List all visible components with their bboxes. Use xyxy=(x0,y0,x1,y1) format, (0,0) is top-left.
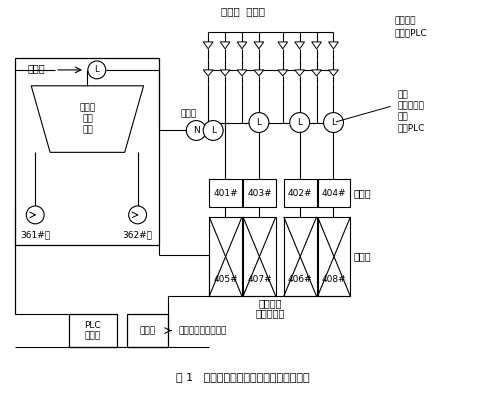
Polygon shape xyxy=(278,70,288,76)
Polygon shape xyxy=(329,42,338,49)
Circle shape xyxy=(249,113,269,132)
Text: 线路: 线路 xyxy=(397,113,408,122)
Polygon shape xyxy=(204,42,213,49)
Text: 去往计量泵: 去往计量泵 xyxy=(255,308,284,318)
Polygon shape xyxy=(329,70,338,76)
Text: 404#: 404# xyxy=(322,188,346,198)
Text: 浮选机: 浮选机 xyxy=(354,252,371,262)
Bar xyxy=(318,217,350,296)
Bar xyxy=(15,58,159,245)
Text: 一次浮
选矿
浆池: 一次浮 选矿 浆池 xyxy=(79,104,95,135)
Text: 准备器: 准备器 xyxy=(354,188,371,198)
Text: 362#泵: 362#泵 xyxy=(123,231,152,240)
Bar xyxy=(243,217,276,296)
Bar xyxy=(69,314,117,347)
Text: 403#: 403# xyxy=(247,188,272,198)
Bar xyxy=(284,217,317,296)
Text: 控制线路: 控制线路 xyxy=(394,16,415,25)
Polygon shape xyxy=(237,42,247,49)
Polygon shape xyxy=(312,42,321,49)
Text: 流量剂二次: 流量剂二次 xyxy=(397,102,424,111)
Text: 图 1   新庄孜选煤厂浮选自动加药系统示意: 图 1 新庄孜选煤厂浮选自动加药系统示意 xyxy=(176,372,310,382)
Text: 406#: 406# xyxy=(288,276,313,284)
Text: 触摸屏: 触摸屏 xyxy=(139,326,156,335)
Bar xyxy=(284,179,317,207)
Text: 循环水: 循环水 xyxy=(27,63,45,73)
Circle shape xyxy=(323,113,343,132)
Text: L: L xyxy=(257,118,262,127)
Text: 来自流量计二次线路: 来自流量计二次线路 xyxy=(178,326,227,335)
Text: 浓度计: 浓度计 xyxy=(180,110,196,118)
Polygon shape xyxy=(220,42,230,49)
Polygon shape xyxy=(31,86,144,152)
Bar xyxy=(318,179,350,207)
Polygon shape xyxy=(237,70,247,76)
Text: 均来自PLC: 均来自PLC xyxy=(394,28,427,37)
Polygon shape xyxy=(312,70,321,76)
Bar xyxy=(209,217,242,296)
Polygon shape xyxy=(295,70,305,76)
Text: N: N xyxy=(193,126,200,135)
Text: 361#泵: 361#泵 xyxy=(20,231,50,240)
Circle shape xyxy=(88,61,106,79)
Text: 405#: 405# xyxy=(213,276,238,284)
Bar xyxy=(209,179,242,207)
Circle shape xyxy=(203,120,223,140)
Polygon shape xyxy=(254,42,264,49)
Polygon shape xyxy=(254,70,264,76)
Text: 401#: 401# xyxy=(213,188,238,198)
Polygon shape xyxy=(295,42,304,49)
Text: 矿浆: 矿浆 xyxy=(397,91,408,100)
Text: 起泡剂  捕收剂: 起泡剂 捕收剂 xyxy=(221,6,265,16)
Circle shape xyxy=(187,120,206,140)
Text: L: L xyxy=(331,118,336,127)
Circle shape xyxy=(290,113,310,132)
Circle shape xyxy=(26,206,44,224)
Text: L: L xyxy=(211,126,216,135)
Text: 407#: 407# xyxy=(247,276,272,284)
Text: 均至PLC: 均至PLC xyxy=(397,124,425,132)
Circle shape xyxy=(129,206,147,224)
Polygon shape xyxy=(220,70,230,76)
Text: L: L xyxy=(297,118,302,127)
Text: L: L xyxy=(94,66,99,74)
Bar xyxy=(243,179,276,207)
Polygon shape xyxy=(203,70,213,76)
Text: 402#: 402# xyxy=(288,188,313,198)
Text: PLC
控制柜: PLC 控制柜 xyxy=(85,320,101,341)
Text: 控制线路: 控制线路 xyxy=(258,298,281,308)
Polygon shape xyxy=(278,42,288,49)
Text: 408#: 408# xyxy=(322,276,346,284)
Bar xyxy=(127,314,169,347)
